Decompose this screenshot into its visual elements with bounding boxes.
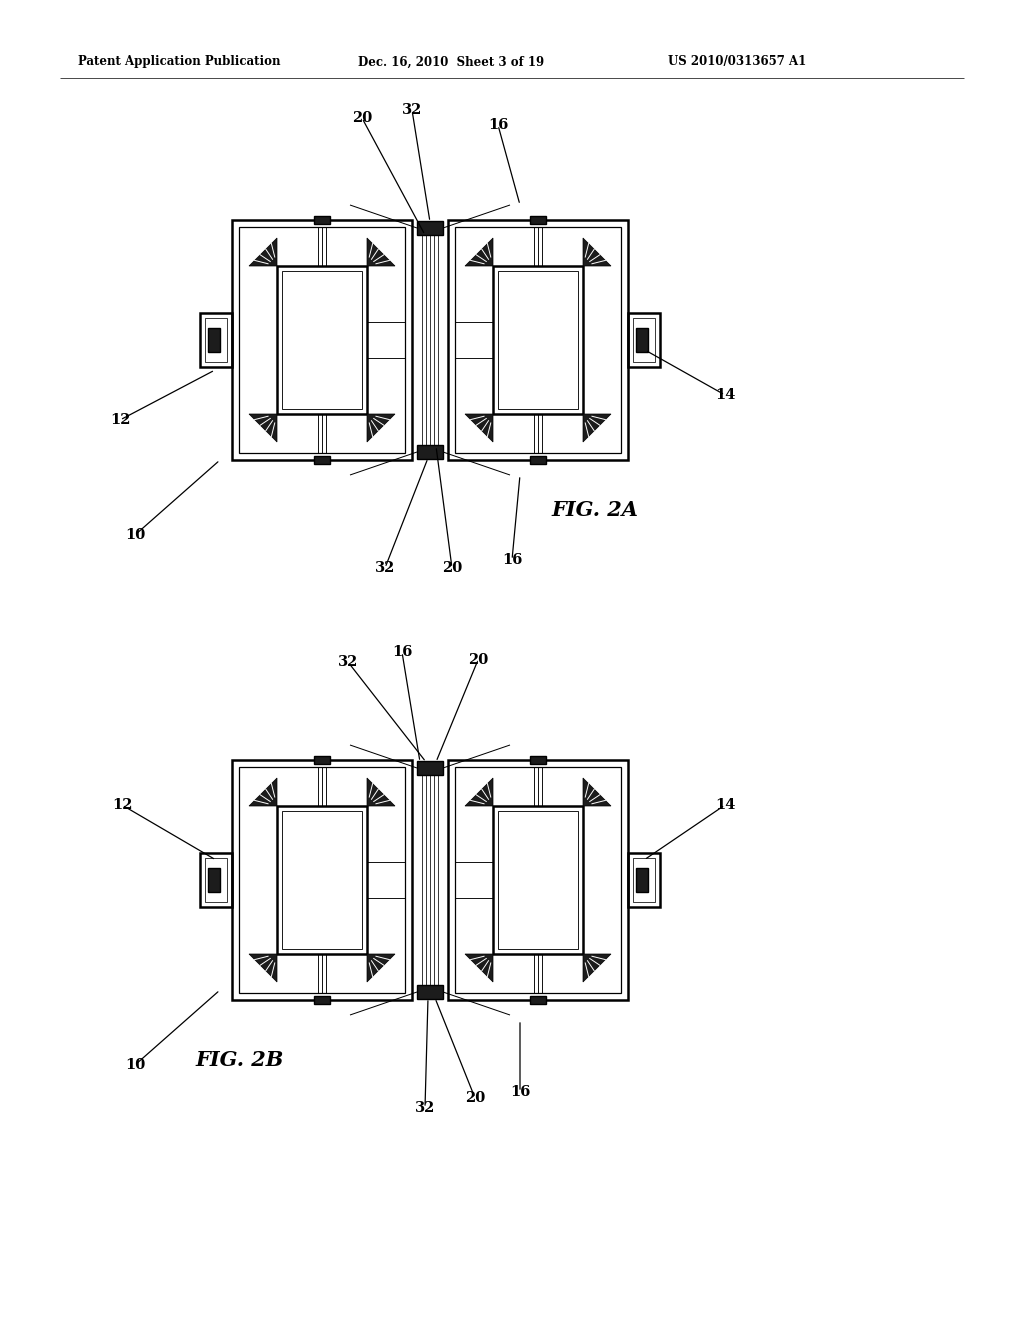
Bar bbox=[455, 227, 621, 453]
Text: 12: 12 bbox=[110, 413, 130, 426]
Bar bbox=[232, 760, 412, 1001]
Bar bbox=[628, 313, 660, 367]
Bar bbox=[449, 760, 628, 1001]
Polygon shape bbox=[367, 238, 395, 267]
Text: 12: 12 bbox=[112, 799, 132, 812]
Text: Dec. 16, 2010  Sheet 3 of 19: Dec. 16, 2010 Sheet 3 of 19 bbox=[358, 55, 544, 69]
Text: 16: 16 bbox=[487, 117, 508, 132]
Bar bbox=[530, 216, 546, 224]
Bar bbox=[314, 216, 330, 224]
Text: 10: 10 bbox=[125, 1059, 145, 1072]
Polygon shape bbox=[583, 238, 611, 267]
Text: 20: 20 bbox=[465, 1092, 485, 1105]
Bar bbox=[636, 327, 648, 352]
Text: 32: 32 bbox=[375, 561, 395, 576]
Bar bbox=[530, 455, 546, 465]
Text: 10: 10 bbox=[125, 528, 145, 543]
Polygon shape bbox=[583, 954, 611, 982]
Bar bbox=[417, 762, 443, 775]
Bar bbox=[530, 997, 546, 1005]
Bar bbox=[200, 313, 232, 367]
Bar bbox=[633, 318, 655, 362]
Text: 32: 32 bbox=[401, 103, 422, 117]
Text: 16: 16 bbox=[510, 1085, 530, 1100]
Text: 16: 16 bbox=[392, 645, 413, 659]
Polygon shape bbox=[367, 954, 395, 982]
Polygon shape bbox=[249, 777, 278, 807]
Bar bbox=[239, 767, 406, 993]
Polygon shape bbox=[583, 777, 611, 807]
Bar bbox=[208, 327, 220, 352]
Bar bbox=[493, 267, 583, 414]
Bar bbox=[530, 756, 546, 764]
Text: 20: 20 bbox=[468, 653, 488, 667]
Text: US 2010/0313657 A1: US 2010/0313657 A1 bbox=[668, 55, 806, 69]
Polygon shape bbox=[367, 777, 395, 807]
Bar bbox=[282, 271, 362, 409]
Bar bbox=[205, 858, 227, 902]
Bar bbox=[205, 318, 227, 362]
Text: FIG. 2A: FIG. 2A bbox=[552, 500, 639, 520]
Bar bbox=[232, 220, 412, 459]
Polygon shape bbox=[465, 954, 493, 982]
Polygon shape bbox=[465, 414, 493, 442]
Bar bbox=[498, 810, 578, 949]
Bar bbox=[314, 997, 330, 1005]
Bar bbox=[628, 853, 660, 907]
Text: 14: 14 bbox=[715, 388, 735, 403]
Bar bbox=[498, 271, 578, 409]
Polygon shape bbox=[249, 414, 278, 442]
Text: 32: 32 bbox=[415, 1101, 435, 1115]
Text: 32: 32 bbox=[338, 655, 358, 669]
Polygon shape bbox=[249, 954, 278, 982]
Bar bbox=[314, 756, 330, 764]
Bar bbox=[208, 869, 220, 892]
Bar bbox=[633, 858, 655, 902]
Bar bbox=[417, 985, 443, 999]
Bar bbox=[200, 853, 232, 907]
Polygon shape bbox=[583, 414, 611, 442]
Bar bbox=[278, 267, 367, 414]
Text: 20: 20 bbox=[352, 111, 372, 125]
Polygon shape bbox=[465, 777, 493, 807]
Bar bbox=[417, 445, 443, 459]
Bar bbox=[493, 807, 583, 954]
Bar bbox=[239, 227, 406, 453]
Text: 14: 14 bbox=[715, 799, 735, 812]
Bar bbox=[417, 220, 443, 235]
Bar bbox=[282, 810, 362, 949]
Polygon shape bbox=[465, 238, 493, 267]
Bar bbox=[636, 869, 648, 892]
Text: Patent Application Publication: Patent Application Publication bbox=[78, 55, 281, 69]
Polygon shape bbox=[367, 414, 395, 442]
Bar bbox=[314, 455, 330, 465]
Bar bbox=[449, 220, 628, 459]
Bar bbox=[455, 767, 621, 993]
Text: 20: 20 bbox=[442, 561, 462, 576]
Bar bbox=[278, 807, 367, 954]
Polygon shape bbox=[249, 238, 278, 267]
Text: 16: 16 bbox=[502, 553, 522, 568]
Text: FIG. 2B: FIG. 2B bbox=[196, 1049, 285, 1071]
